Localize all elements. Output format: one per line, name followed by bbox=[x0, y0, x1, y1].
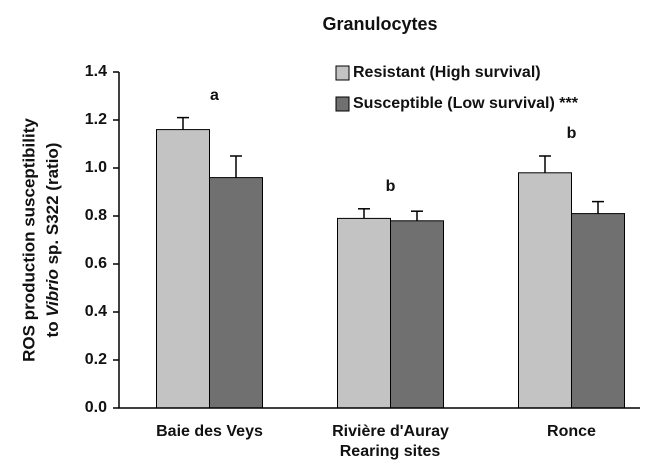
x-tick-label: Ronce bbox=[547, 423, 596, 440]
bar bbox=[390, 220, 444, 409]
y-tick-label: 0.0 bbox=[85, 399, 107, 416]
group-label: b bbox=[386, 178, 396, 195]
y-tick-label: 1.0 bbox=[85, 159, 107, 176]
bar bbox=[337, 217, 391, 409]
y-tick-label: 0.4 bbox=[85, 303, 107, 320]
x-axis-label: Rearing sites bbox=[340, 443, 441, 460]
bar bbox=[209, 177, 263, 409]
y-axis-label-part: to bbox=[43, 321, 62, 337]
legend-label: Resistant (High survival) bbox=[353, 64, 541, 81]
y-axis-label: to Vibrio sp. S322 (ratio) bbox=[43, 143, 62, 338]
y-tick-label: 0.8 bbox=[85, 207, 107, 224]
group-label: a bbox=[210, 87, 219, 104]
group-label: b bbox=[567, 125, 577, 142]
bar bbox=[156, 129, 210, 409]
y-axis-label-part: sp. S322 (ratio) bbox=[43, 143, 62, 265]
x-tick-label: Baie des Veys bbox=[156, 423, 263, 440]
y-tick-label: 0.6 bbox=[85, 255, 107, 272]
bar bbox=[518, 172, 572, 409]
x-tick-label: Rivière d'Auray bbox=[332, 423, 449, 440]
chart-title: Granulocytes bbox=[322, 14, 437, 34]
y-tick-label: 0.2 bbox=[85, 351, 107, 368]
legend-label: Susceptible (Low survival) *** bbox=[353, 95, 579, 112]
legend-swatch bbox=[335, 65, 350, 81]
y-axis-label-part: Vibrio bbox=[43, 269, 62, 317]
legend-swatch bbox=[335, 96, 350, 112]
y-tick-label: 1.2 bbox=[85, 111, 107, 128]
y-axis-label: ROS production susceptibility bbox=[19, 118, 38, 362]
y-tick-label: 1.4 bbox=[85, 63, 107, 80]
bar bbox=[571, 213, 625, 409]
